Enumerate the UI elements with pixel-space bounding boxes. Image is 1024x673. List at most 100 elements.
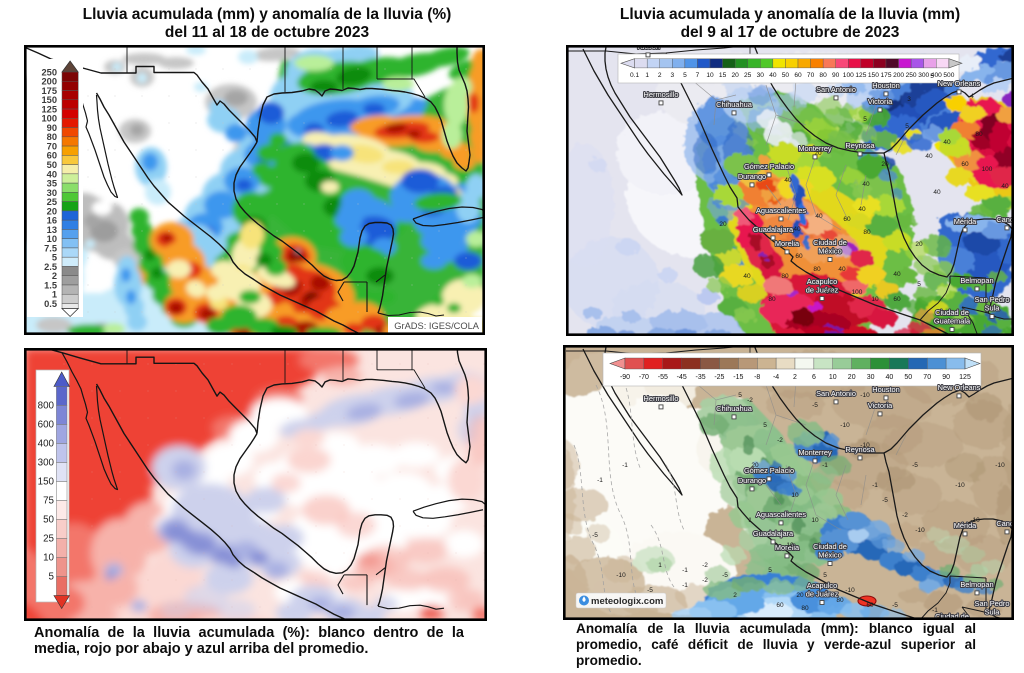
svg-text:-10: -10 <box>840 422 850 429</box>
svg-text:-2: -2 <box>902 512 908 519</box>
svg-text:3: 3 <box>907 96 911 103</box>
svg-text:-55: -55 <box>658 374 668 381</box>
svg-text:-10: -10 <box>616 572 626 579</box>
svg-text:5: 5 <box>905 123 909 130</box>
svg-text:-70: -70 <box>639 374 649 381</box>
svg-text:175: 175 <box>880 72 891 79</box>
svg-text:80: 80 <box>781 273 789 280</box>
svg-text:70: 70 <box>923 374 931 381</box>
svg-text:GrADS: IGES/COLA: GrADS: IGES/COLA <box>394 321 480 331</box>
svg-text:10: 10 <box>811 517 819 524</box>
svg-text:40: 40 <box>815 213 823 220</box>
svg-text:San Pedro: San Pedro <box>975 295 1010 304</box>
svg-text:Ciudad de: Ciudad de <box>935 612 969 620</box>
svg-text:2: 2 <box>733 592 737 599</box>
svg-text:México: México <box>818 551 841 560</box>
svg-text:5: 5 <box>823 572 827 579</box>
svg-text:125: 125 <box>959 374 971 381</box>
svg-text:150: 150 <box>38 477 55 488</box>
svg-text:-2: -2 <box>702 577 708 584</box>
svg-text:70: 70 <box>47 142 57 152</box>
svg-text:Cancú: Cancú <box>996 519 1014 528</box>
svg-text:150: 150 <box>868 72 879 79</box>
svg-text:-5: -5 <box>912 462 918 469</box>
svg-text:80: 80 <box>768 296 776 303</box>
svg-text:1.5: 1.5 <box>44 280 57 290</box>
svg-text:250: 250 <box>906 72 917 79</box>
svg-text:80: 80 <box>47 132 57 142</box>
svg-text:Houston: Houston <box>872 385 900 394</box>
svg-text:50: 50 <box>782 72 790 79</box>
svg-text:5: 5 <box>49 572 55 583</box>
svg-text:125: 125 <box>41 104 57 114</box>
svg-text:7.5: 7.5 <box>44 243 57 253</box>
svg-text:-1: -1 <box>622 462 628 469</box>
svg-text:Chihuahua: Chihuahua <box>716 100 753 109</box>
svg-text:Monterrey: Monterrey <box>798 448 832 457</box>
svg-text:30: 30 <box>867 374 875 381</box>
svg-text:-1: -1 <box>872 482 878 489</box>
svg-text:New Orleans: New Orleans <box>938 383 981 392</box>
svg-text:40: 40 <box>1001 183 1009 190</box>
svg-text:25: 25 <box>744 72 752 79</box>
svg-text:300: 300 <box>918 72 929 79</box>
svg-text:35: 35 <box>47 179 57 189</box>
svg-text:80: 80 <box>801 605 809 612</box>
svg-text:40: 40 <box>784 177 792 184</box>
svg-text:Victoria: Victoria <box>868 97 893 106</box>
svg-text:25: 25 <box>43 534 54 545</box>
svg-text:-15: -15 <box>733 374 743 381</box>
svg-text:250: 250 <box>41 67 57 77</box>
svg-text:40: 40 <box>943 139 951 146</box>
svg-text:-1: -1 <box>597 477 603 484</box>
svg-text:Aguascalientes: Aguascalientes <box>756 206 806 215</box>
svg-text:10: 10 <box>829 374 837 381</box>
svg-text:Gómez Palacio: Gómez Palacio <box>744 466 794 475</box>
svg-text:Ciudad de: Ciudad de <box>813 238 847 247</box>
svg-text:60: 60 <box>776 602 784 609</box>
svg-text:Belmopan: Belmopan <box>960 276 993 285</box>
svg-text:10: 10 <box>43 553 54 564</box>
svg-text:4: 4 <box>970 93 974 100</box>
svg-text:-90: -90 <box>620 374 630 381</box>
svg-text:-1: -1 <box>682 582 688 589</box>
svg-text:Hermosillo: Hermosillo <box>644 90 679 99</box>
svg-text:10: 10 <box>706 72 714 79</box>
svg-text:de Juárez: de Juárez <box>806 590 839 599</box>
svg-text:70: 70 <box>807 72 815 79</box>
svg-text:15: 15 <box>719 72 727 79</box>
svg-text:Acapulco: Acapulco <box>807 277 837 286</box>
svg-text:20: 20 <box>881 161 889 168</box>
svg-text:30: 30 <box>47 188 57 198</box>
svg-text:-5: -5 <box>882 497 888 504</box>
svg-text:90: 90 <box>832 72 840 79</box>
svg-text:-45: -45 <box>677 374 687 381</box>
svg-text:80: 80 <box>813 266 821 273</box>
svg-text:5: 5 <box>738 392 742 399</box>
svg-text:-10: -10 <box>860 442 870 449</box>
svg-text:175: 175 <box>41 86 57 96</box>
svg-text:-2: -2 <box>702 562 708 569</box>
svg-text:20: 20 <box>47 206 57 216</box>
svg-text:10: 10 <box>791 492 799 499</box>
svg-text:7: 7 <box>696 72 700 79</box>
svg-text:80: 80 <box>975 131 983 138</box>
svg-text:San Antonio: San Antonio <box>816 85 856 94</box>
svg-text:-1: -1 <box>822 462 828 469</box>
svg-text:México: México <box>818 247 841 256</box>
svg-text:-5: -5 <box>892 602 898 609</box>
svg-text:5: 5 <box>763 422 767 429</box>
svg-text:-1: -1 <box>932 607 938 614</box>
svg-text:40: 40 <box>893 271 901 278</box>
svg-text:-10: -10 <box>995 462 1005 469</box>
svg-text:200: 200 <box>893 72 904 79</box>
svg-text:50: 50 <box>47 160 57 170</box>
svg-text:Reynosa: Reynosa <box>845 141 875 150</box>
svg-text:10: 10 <box>871 296 879 303</box>
svg-text:40: 40 <box>933 189 941 196</box>
svg-text:150: 150 <box>41 95 57 105</box>
svg-text:20: 20 <box>915 241 923 248</box>
svg-text:Belmopan: Belmopan <box>960 580 993 589</box>
svg-text:-2: -2 <box>777 437 783 444</box>
svg-text:200: 200 <box>41 77 57 87</box>
